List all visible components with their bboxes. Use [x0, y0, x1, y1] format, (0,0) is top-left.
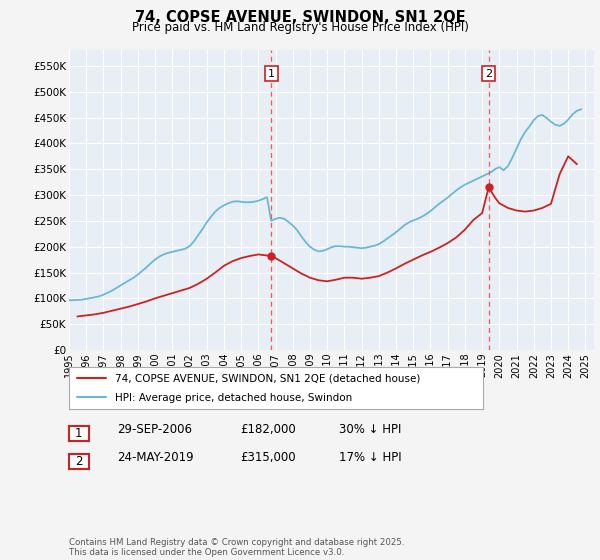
Text: 2: 2: [485, 69, 492, 78]
Text: 24-MAY-2019: 24-MAY-2019: [117, 451, 194, 464]
Text: 1: 1: [75, 427, 83, 440]
Text: 2: 2: [75, 455, 83, 468]
Text: 30% ↓ HPI: 30% ↓ HPI: [339, 423, 401, 436]
Text: 74, COPSE AVENUE, SWINDON, SN1 2QE: 74, COPSE AVENUE, SWINDON, SN1 2QE: [134, 10, 466, 25]
Text: HPI: Average price, detached house, Swindon: HPI: Average price, detached house, Swin…: [115, 393, 352, 403]
Text: £182,000: £182,000: [240, 423, 296, 436]
Text: £315,000: £315,000: [240, 451, 296, 464]
Text: 74, COPSE AVENUE, SWINDON, SN1 2QE (detached house): 74, COPSE AVENUE, SWINDON, SN1 2QE (deta…: [115, 374, 420, 384]
Text: 1: 1: [268, 69, 275, 78]
Text: Contains HM Land Registry data © Crown copyright and database right 2025.
This d: Contains HM Land Registry data © Crown c…: [69, 538, 404, 557]
Text: 29-SEP-2006: 29-SEP-2006: [117, 423, 192, 436]
Text: Price paid vs. HM Land Registry's House Price Index (HPI): Price paid vs. HM Land Registry's House …: [131, 21, 469, 34]
Text: 17% ↓ HPI: 17% ↓ HPI: [339, 451, 401, 464]
